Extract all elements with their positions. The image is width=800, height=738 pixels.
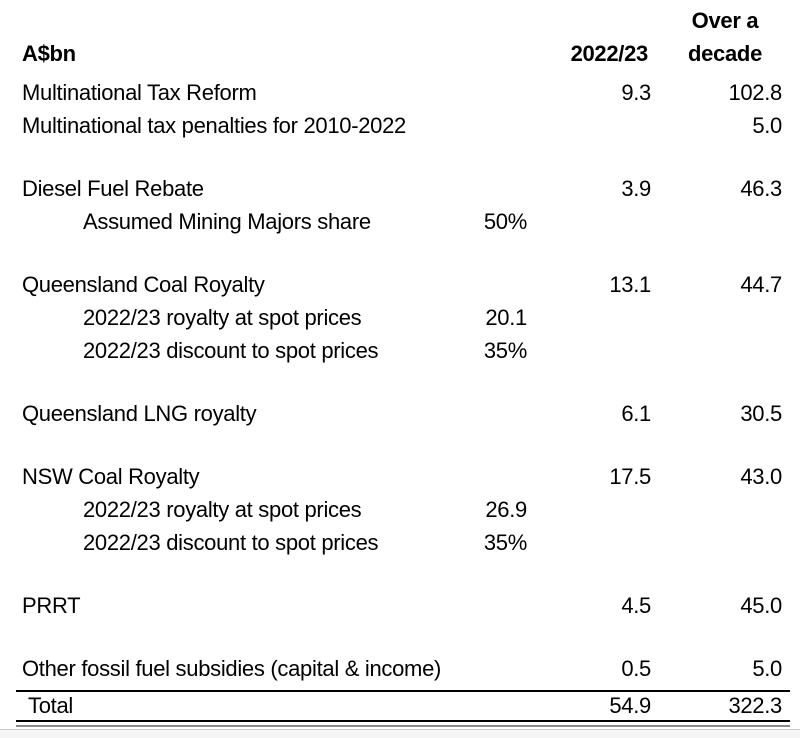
spacer-row	[0, 559, 800, 589]
table-row: Queensland LNG royalty 6.1 30.5	[0, 397, 800, 430]
total-section: Total 54.9 322.3	[16, 690, 790, 727]
row-assumption-value: 35%	[483, 338, 527, 363]
total-decade-value: 322.3	[728, 693, 782, 718]
total-row: Total 54.9 322.3	[16, 692, 790, 720]
table-row: NSW Coal Royalty 17.5 43.0	[0, 460, 800, 493]
table-row: Multinational Tax Reform 9.3 102.8	[0, 76, 800, 109]
row-decade-value: 45.0	[740, 593, 782, 618]
table-row: 2022/23 royalty at spot prices 20.1	[0, 301, 800, 334]
row-decade-value: 5.0	[752, 113, 782, 138]
row-label: Queensland LNG royalty	[22, 401, 257, 426]
row-decade-value: 5.0	[752, 656, 782, 681]
row-assumption-value: 26.9	[485, 497, 527, 522]
row-assumption-value: 35%	[483, 530, 527, 555]
total-rule-gap	[16, 722, 790, 725]
table-row: Multinational tax penalties for 2010-202…	[0, 109, 800, 142]
col-header-decade: decade	[687, 41, 763, 66]
row-assumption-value: 20.1	[485, 305, 527, 330]
row-decade-value: 46.3	[740, 176, 782, 201]
total-bottom-rule-black	[16, 720, 790, 722]
table-row: Assumed Mining Majors share 50%	[0, 205, 800, 238]
row-2022-23-value: 3.9	[621, 176, 651, 201]
total-top-rule	[16, 690, 790, 692]
row-label: Multinational tax penalties for 2010-202…	[22, 113, 406, 138]
row-label-indented: 2022/23 royalty at spot prices	[83, 305, 362, 330]
table-content: Over a A$bn 2022/23 decade Multinational…	[0, 4, 800, 727]
table-row: Queensland Coal Royalty 13.1 44.7	[0, 268, 800, 301]
row-assumption-value: 50%	[483, 209, 527, 234]
total-bottom-rule-gray	[16, 725, 790, 727]
total-2022-23-value: 54.9	[609, 693, 651, 718]
row-label: Multinational Tax Reform	[22, 80, 257, 105]
row-label-indented: 2022/23 discount to spot prices	[83, 530, 379, 555]
row-label: NSW Coal Royalty	[22, 464, 200, 489]
row-2022-23-value: 6.1	[621, 401, 651, 426]
spacer-row	[0, 430, 800, 460]
row-label: Diesel Fuel Rebate	[22, 176, 204, 201]
table-row: 2022/23 discount to spot prices 35%	[0, 334, 800, 367]
table-row: 2022/23 royalty at spot prices 26.9	[0, 493, 800, 526]
row-decade-value: 44.7	[740, 272, 782, 297]
row-label: Other fossil fuel subsidies (capital & i…	[22, 656, 442, 681]
col-header-over-a: Over a	[691, 8, 759, 33]
table-row: Other fossil fuel subsidies (capital & i…	[0, 652, 800, 685]
total-label: Total	[28, 693, 73, 718]
spacer-row	[0, 622, 800, 652]
row-decade-value: 102.8	[728, 80, 782, 105]
row-2022-23-value: 17.5	[609, 464, 651, 489]
row-decade-value: 43.0	[740, 464, 782, 489]
header-row-1: Over a	[0, 4, 800, 37]
row-label-indented: 2022/23 discount to spot prices	[83, 338, 379, 363]
table-row: 2022/23 discount to spot prices 35%	[0, 526, 800, 559]
window-edge-strip	[0, 729, 800, 738]
row-label: Queensland Coal Royalty	[22, 272, 265, 297]
header-row-2: A$bn 2022/23 decade	[0, 37, 800, 70]
table-row: PRRT 4.5 45.0	[0, 589, 800, 622]
row-label-indented: Assumed Mining Majors share	[83, 209, 371, 234]
spacer-row	[0, 367, 800, 397]
row-label-indented: 2022/23 royalty at spot prices	[83, 497, 362, 522]
unit-header: A$bn	[22, 41, 76, 66]
row-2022-23-value: 13.1	[609, 272, 651, 297]
table-row: Diesel Fuel Rebate 3.9 46.3	[0, 172, 800, 205]
row-2022-23-value: 9.3	[621, 80, 651, 105]
row-decade-value: 30.5	[740, 401, 782, 426]
row-2022-23-value: 0.5	[621, 656, 651, 681]
spacer-row	[0, 142, 800, 172]
spacer-row	[0, 238, 800, 268]
col-header-2022-23: 2022/23	[570, 41, 649, 66]
row-label: PRRT	[22, 593, 81, 618]
row-2022-23-value: 4.5	[621, 593, 651, 618]
